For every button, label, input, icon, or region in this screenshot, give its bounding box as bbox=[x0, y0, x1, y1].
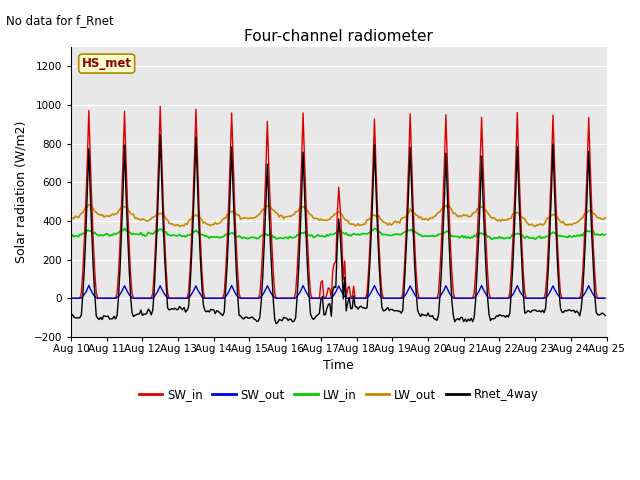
Text: HS_met: HS_met bbox=[82, 57, 132, 70]
Title: Four-channel radiometer: Four-channel radiometer bbox=[244, 29, 433, 44]
Y-axis label: Solar radiation (W/m2): Solar radiation (W/m2) bbox=[15, 121, 28, 263]
Legend: SW_in, SW_out, LW_in, LW_out, Rnet_4way: SW_in, SW_out, LW_in, LW_out, Rnet_4way bbox=[134, 384, 543, 406]
Text: No data for f_Rnet: No data for f_Rnet bbox=[6, 14, 114, 27]
X-axis label: Time: Time bbox=[323, 360, 354, 372]
